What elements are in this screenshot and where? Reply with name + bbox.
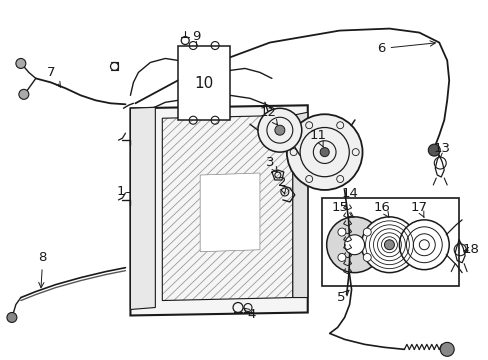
Circle shape (16, 58, 26, 68)
Circle shape (361, 217, 416, 273)
Text: 5: 5 (337, 290, 348, 304)
Circle shape (384, 240, 394, 250)
Text: 17: 17 (410, 201, 427, 217)
Text: 14: 14 (341, 188, 357, 201)
Circle shape (286, 114, 362, 190)
Circle shape (363, 253, 370, 261)
Circle shape (337, 228, 345, 236)
Bar (178, 45, 229, 120)
Polygon shape (130, 105, 307, 315)
Circle shape (399, 220, 448, 270)
Circle shape (7, 312, 17, 323)
Circle shape (326, 217, 382, 273)
Text: 10: 10 (194, 76, 213, 91)
Text: 12: 12 (259, 106, 277, 125)
Circle shape (258, 108, 301, 152)
Circle shape (439, 342, 453, 356)
Circle shape (320, 148, 328, 157)
Bar (321, 198, 458, 285)
Text: 7: 7 (46, 66, 61, 87)
Text: 3: 3 (265, 156, 277, 172)
Text: 15: 15 (330, 201, 353, 217)
Text: 4: 4 (244, 308, 256, 321)
Polygon shape (292, 112, 307, 298)
Circle shape (337, 253, 345, 261)
Text: 8: 8 (39, 251, 47, 288)
Text: 18: 18 (462, 243, 479, 256)
Circle shape (344, 235, 364, 255)
Text: 9: 9 (192, 30, 200, 43)
Text: 13: 13 (433, 141, 450, 155)
Text: 2: 2 (277, 176, 285, 194)
Text: 6: 6 (377, 41, 434, 55)
Text: 11: 11 (308, 129, 325, 147)
Circle shape (427, 144, 439, 156)
Circle shape (274, 125, 285, 135)
Text: 1: 1 (116, 185, 124, 198)
Text: 16: 16 (373, 201, 390, 217)
Circle shape (363, 228, 370, 236)
Polygon shape (200, 173, 260, 252)
Circle shape (19, 89, 29, 99)
Polygon shape (130, 107, 155, 310)
